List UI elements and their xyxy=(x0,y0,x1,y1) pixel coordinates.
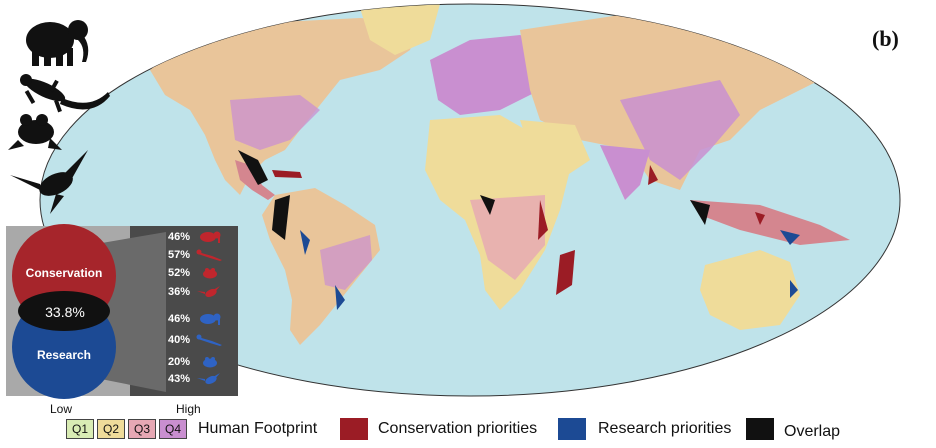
scale-high-label: High xyxy=(176,402,201,416)
conservation-pct-amphibian: 52% xyxy=(168,267,191,279)
landmass-greenland xyxy=(360,4,440,55)
research-row-bird: 43% xyxy=(168,371,238,387)
landmass-north-america-east xyxy=(230,95,320,150)
elephant-icon xyxy=(26,20,89,66)
overlap-swatch xyxy=(746,418,774,440)
map-figure: (b) Conservation Research 33.8% 46% 57% … xyxy=(6,3,901,399)
madagascar xyxy=(556,250,575,295)
conservation-row-mammal: 46% xyxy=(168,229,238,245)
research-pct-mammal: 46% xyxy=(168,313,191,325)
elephant-icon xyxy=(200,231,221,243)
caribbean-islands xyxy=(272,170,302,178)
legend-q2: Q2 xyxy=(97,419,125,439)
conservation-pct-reptile: 57% xyxy=(168,249,191,261)
research-row-mammal: 46% xyxy=(168,311,238,327)
landmass-arabia xyxy=(520,120,590,180)
venn-diagram xyxy=(12,224,166,399)
landmass-asia-east xyxy=(620,80,740,180)
gecko-icon xyxy=(196,249,222,261)
conservation-row-amphibian: 52% xyxy=(168,265,238,281)
overlap-percentage: 33.8% xyxy=(45,304,85,320)
conservation-pct-bird: 36% xyxy=(168,286,191,298)
frog-icon xyxy=(203,268,217,279)
research-row-reptile: 40% xyxy=(168,332,238,348)
gecko-icon xyxy=(20,74,110,113)
conservation-swatch xyxy=(340,418,368,440)
landmass-africa-central xyxy=(470,195,545,280)
landmass-australia xyxy=(700,250,800,330)
conservation-row-bird: 36% xyxy=(168,284,238,300)
legend-human-footprint: Human Footprint xyxy=(198,420,318,437)
research-pct-reptile: 40% xyxy=(168,334,191,346)
research-pct-bird: 43% xyxy=(168,373,191,385)
legend-conservation-priorities: Conservation priorities xyxy=(378,420,538,437)
research-label: Research xyxy=(36,348,92,362)
conservation-row-reptile: 57% xyxy=(168,247,238,263)
landmass-india xyxy=(600,145,650,200)
research-pct-amphibian: 20% xyxy=(168,356,191,368)
landmass-south-america xyxy=(262,188,380,345)
landmass-south-america-east xyxy=(320,235,372,290)
landmass-central-america xyxy=(235,160,275,200)
conservation-label: Conservation xyxy=(25,266,103,280)
conservation-pct-mammal: 46% xyxy=(168,231,191,243)
legend-overlap: Overlap xyxy=(784,423,841,440)
gecko-icon xyxy=(196,334,222,346)
priority-hotspots xyxy=(238,150,800,310)
frog-icon xyxy=(203,357,217,368)
southeast-asia-islands xyxy=(690,200,850,245)
elephant-icon xyxy=(200,313,221,325)
panel-label: (b) xyxy=(872,26,899,51)
legend: Low High Q1 Q2 Q3 Q4 Human Footprint Con… xyxy=(0,400,936,448)
world-map xyxy=(8,3,901,397)
overlap-region xyxy=(18,291,110,331)
legend-q4: Q4 xyxy=(159,419,187,439)
legend-q3: Q3 xyxy=(128,419,156,439)
scale-low-label: Low xyxy=(50,402,73,416)
hummingbird-icon xyxy=(10,150,88,214)
research-row-amphibian: 20% xyxy=(168,354,238,370)
hummingbird-icon xyxy=(197,286,220,298)
research-swatch xyxy=(558,418,586,440)
frog-icon xyxy=(8,114,62,150)
legend-q1: Q1 xyxy=(66,419,94,439)
legend-research-priorities: Research priorities xyxy=(598,420,732,437)
hummingbird-icon xyxy=(197,373,220,385)
